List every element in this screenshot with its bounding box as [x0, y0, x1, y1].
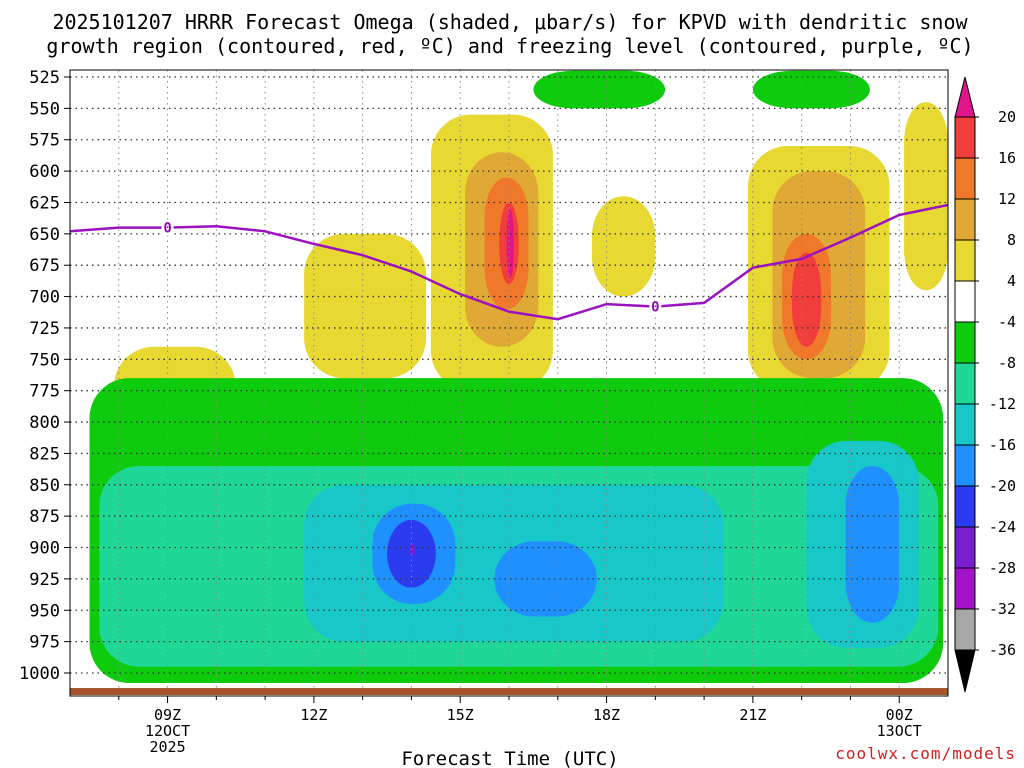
- y-tick-label-600: 600: [29, 162, 60, 182]
- colorbar-label-9: -20: [989, 477, 1016, 495]
- y-tick-label-575: 575: [29, 131, 60, 151]
- y-tick-label-1000: 1000: [19, 664, 60, 684]
- omega-region-7: [591, 196, 656, 297]
- colorbar-label-7: -12: [989, 395, 1016, 413]
- colorbar-label-12: -32: [989, 600, 1016, 618]
- colorbar-label-13: -36: [989, 641, 1016, 659]
- colorbar-bin-12: [954, 567, 976, 610]
- y-tick-label-875: 875: [29, 507, 60, 527]
- x-tick-label-18-0: 18Z: [593, 706, 620, 724]
- x-tick-label-9-2: 2025: [149, 738, 185, 756]
- omega-region-21: [845, 465, 900, 623]
- x-axis-label: Forecast Time (UTC): [401, 748, 618, 768]
- colorbar-bin-13: [954, 608, 976, 651]
- colorbar-bin-10: [954, 485, 976, 528]
- x-tick-label-24-1: 13OCT: [877, 722, 922, 740]
- colorbar-bin-7: [954, 362, 976, 405]
- x-tick-label-15-0: 15Z: [447, 706, 474, 724]
- y-tick-label-850: 850: [29, 476, 60, 496]
- chart-title-line-2: growth region (contoured, red, ºC) and f…: [46, 34, 973, 58]
- colorbar-label-4: 4: [1007, 272, 1016, 290]
- x-tick-label-9-0: 09Z: [154, 706, 181, 724]
- y-tick-label-775: 775: [29, 382, 60, 402]
- y-tick-label-925: 925: [29, 570, 60, 590]
- freezing-level-label-1: 0: [651, 300, 659, 316]
- y-axis-pressure: 525 550 575 600 625 650 675 700 725 750 775 800 825 8…: [19, 68, 70, 684]
- colorbar-bin-2: [954, 157, 976, 200]
- x-tick-label-12-0: 12Z: [300, 706, 327, 724]
- colorbar-label-0: 20: [998, 108, 1016, 126]
- y-tick-label-550: 550: [29, 99, 60, 119]
- freezing-level-contour: 00: [70, 203, 948, 321]
- y-tick-label-950: 950: [29, 601, 60, 621]
- freezing-label-bg-0: [161, 219, 174, 236]
- colorbar-label-10: -24: [989, 518, 1016, 536]
- y-tick-label-650: 650: [29, 225, 60, 245]
- colorbar-arrow-top: [954, 76, 976, 118]
- x-tick-label-9-1: 12OCT: [145, 722, 190, 740]
- colorbar-label-1: 16: [998, 149, 1016, 167]
- omega-region-11: [791, 252, 822, 347]
- gridlines: [70, 70, 948, 696]
- omega-region-12: [904, 102, 948, 291]
- colorbar-bin-9: [954, 444, 976, 487]
- omega-region-1: [304, 233, 427, 379]
- colorbar-bin-6: [954, 321, 976, 364]
- y-tick-label-800: 800: [29, 413, 60, 433]
- chart-title-line-1: 2025101207 HRRR Forecast Omega (shaded, …: [52, 10, 968, 34]
- colorbar-arrow-bottom: [954, 649, 976, 693]
- y-tick-label-975: 975: [29, 633, 60, 653]
- y-tick-label-700: 700: [29, 288, 60, 308]
- omega-region-20: [494, 541, 597, 617]
- colorbar-label-3: 8: [1007, 231, 1016, 249]
- y-tick-label-825: 825: [29, 444, 60, 464]
- colorbar-label-5: -4: [998, 313, 1016, 331]
- colorbar-label-8: -16: [989, 436, 1016, 454]
- x-tick-label-24-0: 00Z: [886, 706, 913, 724]
- colorbar-bin-3: [954, 198, 976, 241]
- colorbar-bin-1: [954, 116, 976, 159]
- omega-region-14: [533, 70, 666, 109]
- credit-text: coolwx.com/models: [835, 744, 1016, 763]
- colorbar-bin-8: [954, 403, 976, 446]
- colorbar-bin-5: [954, 280, 976, 323]
- freezing-label-bg-1: [649, 298, 662, 315]
- omega-region-15: [752, 70, 870, 109]
- colorbar-legend: 20 16 12 8 4 -4 -8 -12 -16 -20 -24 -28 -32 -36: [954, 76, 1016, 693]
- freezing-level-label-0: 0: [163, 221, 171, 237]
- omega-region-23: [409, 543, 415, 557]
- colorbar-label-2: 12: [998, 190, 1016, 208]
- y-tick-label-525: 525: [29, 68, 60, 88]
- x-tick-label-21-0: 21Z: [739, 706, 766, 724]
- y-tick-label-675: 675: [29, 256, 60, 276]
- y-tick-label-900: 900: [29, 539, 60, 559]
- colorbar-bin-4: [954, 239, 976, 282]
- y-tick-label-725: 725: [29, 319, 60, 339]
- y-tick-label-625: 625: [29, 193, 60, 213]
- colorbar-bin-11: [954, 526, 976, 569]
- omega-region-6: [506, 208, 514, 278]
- surface-ground: [70, 688, 948, 695]
- omega-shading: [89, 70, 948, 684]
- freezing-level-line: [70, 203, 948, 321]
- colorbar-label-11: -28: [989, 559, 1016, 577]
- colorbar-label-6: -8: [998, 354, 1016, 372]
- y-tick-label-750: 750: [29, 350, 60, 370]
